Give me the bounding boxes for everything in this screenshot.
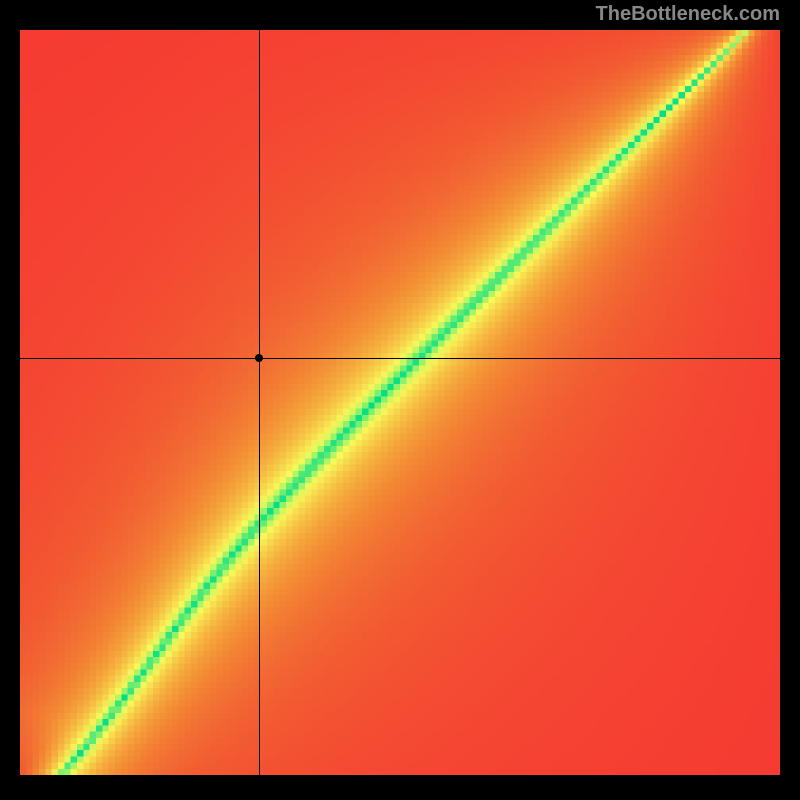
crosshair-horizontal	[20, 358, 780, 359]
chart-container: TheBottleneck.com	[0, 0, 800, 800]
heatmap-plot-area	[20, 30, 780, 775]
heatmap-canvas	[20, 30, 780, 775]
crosshair-marker	[255, 354, 263, 362]
crosshair-vertical	[259, 30, 260, 775]
watermark-text: TheBottleneck.com	[596, 3, 780, 26]
